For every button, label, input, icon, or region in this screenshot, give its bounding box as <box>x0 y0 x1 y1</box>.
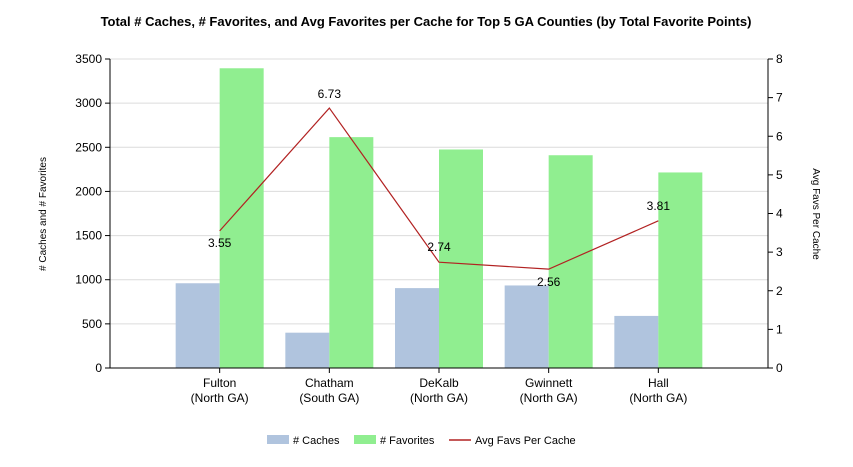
category-labels: Fulton(North GA)Chatham(South GA)DeKalb(… <box>191 376 688 405</box>
y-tick-label: 3000 <box>75 96 102 110</box>
x-tick-label: (North GA) <box>629 391 687 405</box>
y-tick-label: 500 <box>82 317 102 331</box>
y2-tick-label: 1 <box>776 322 783 336</box>
y-axis-label: # Caches and # Favorites <box>38 157 49 271</box>
legend-swatch <box>267 435 289 444</box>
y2-tick-label: 7 <box>776 91 783 105</box>
bar-favorites <box>439 149 483 368</box>
x-tick-label: (North GA) <box>520 391 578 405</box>
x-tick-label: Chatham <box>305 376 354 390</box>
y-tick-label: 0 <box>95 361 102 375</box>
line-series <box>219 107 659 270</box>
chart-title: Total # Caches, # Favorites, and Avg Fav… <box>101 14 752 29</box>
data-label: 3.81 <box>647 199 671 213</box>
bar-favorites <box>329 137 374 368</box>
y2-tick-label: 3 <box>776 245 783 259</box>
y-tick-label: 1000 <box>75 273 102 287</box>
data-label: 2.74 <box>427 240 451 254</box>
x-tick-label: (North GA) <box>410 391 468 405</box>
y-tick-label: 3500 <box>75 52 102 66</box>
y2-tick-label: 2 <box>776 284 783 298</box>
axes <box>105 58 773 373</box>
y2-tick-label: 8 <box>776 52 783 66</box>
bar-caches <box>285 332 330 368</box>
bar-caches <box>395 288 439 368</box>
data-label: 6.73 <box>318 87 342 101</box>
tick-labels: 0 500 1000 1500 2000 2500 3000 3500 0 1 2 3 4 5 6 7 8 <box>75 52 783 375</box>
y2-tick-label: 0 <box>776 361 783 375</box>
legend-swatch <box>354 435 376 444</box>
bar-favorites <box>219 68 264 369</box>
data-label: 3.55 <box>208 236 232 250</box>
x-tick-label: Hall <box>648 376 669 390</box>
avg-favs-line <box>219 107 659 270</box>
bar-caches <box>504 285 549 368</box>
legend-label: # Favorites <box>380 435 435 447</box>
x-tick-label: Gwinnett <box>525 376 573 390</box>
y-tick-label: 2500 <box>75 140 102 154</box>
bar-caches <box>614 315 659 368</box>
bars <box>175 68 703 369</box>
x-tick-label: (North GA) <box>191 391 249 405</box>
y2-axis-label: Avg Favs Per Cache <box>810 168 821 260</box>
data-labels: 3.55 6.73 2.74 2.56 3.81 <box>208 87 670 289</box>
y2-tick-label: 5 <box>776 168 783 182</box>
x-tick-label: DeKalb <box>419 376 459 390</box>
y-tick-label: 2000 <box>75 184 102 198</box>
data-label: 2.56 <box>537 275 561 289</box>
y2-tick-label: 4 <box>776 207 783 221</box>
bar-caches <box>175 283 220 368</box>
legend-label: # Caches <box>293 435 340 447</box>
bar-favorites <box>658 172 703 368</box>
y2-tick-label: 6 <box>776 129 783 143</box>
x-tick-label: Fulton <box>203 376 236 390</box>
x-tick-label: (South GA) <box>299 391 359 405</box>
legend: # Caches # Favorites Avg Favs Per Cache <box>267 435 576 447</box>
legend-label: Avg Favs Per Cache <box>475 435 576 447</box>
y-tick-label: 1500 <box>75 229 102 243</box>
bar-favorites <box>548 155 593 368</box>
